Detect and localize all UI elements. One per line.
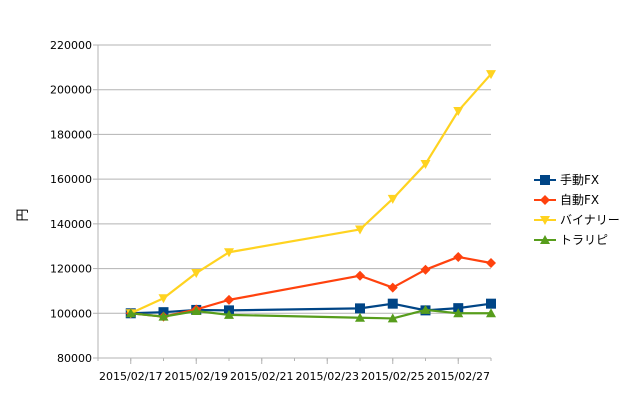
legend-marker xyxy=(540,235,550,244)
x-tick-label: 2015/02/17 xyxy=(99,370,162,383)
x-tick-label: 2015/02/19 xyxy=(165,370,228,383)
data-point xyxy=(158,294,169,304)
legend-marker xyxy=(540,175,550,185)
data-point xyxy=(420,264,431,275)
data-point xyxy=(420,159,431,169)
x-axis-tick-labels: 2015/02/17 2015/02/19 2015/02/21 2015/02/23… xyxy=(99,370,490,383)
legend-item: トラリピ xyxy=(534,233,608,247)
series-4 xyxy=(125,304,496,323)
legend-label: 自動FX xyxy=(560,193,599,207)
y-tick-label: 200000 xyxy=(50,84,92,97)
data-point xyxy=(453,106,464,116)
data-point xyxy=(387,282,398,293)
series-layer xyxy=(125,70,496,323)
data-point xyxy=(355,303,365,314)
legend-item: バイナリー xyxy=(534,213,620,227)
series-3 xyxy=(125,70,496,319)
data-point xyxy=(453,303,464,314)
data-point xyxy=(453,308,464,318)
legend-label: トラリピ xyxy=(560,233,608,247)
axes xyxy=(93,44,492,364)
data-point xyxy=(355,312,365,322)
legend-item: 手動FX xyxy=(534,173,599,187)
legend-marker xyxy=(540,195,550,205)
data-point xyxy=(486,298,496,309)
legend-marker xyxy=(540,216,550,225)
y-axis-label: 円 xyxy=(16,208,31,221)
series-line xyxy=(130,255,492,318)
y-tick-label: 160000 xyxy=(50,173,92,186)
x-tick-label: 2015/02/25 xyxy=(361,370,424,383)
data-point xyxy=(355,270,365,281)
data-point xyxy=(158,311,169,321)
data-point xyxy=(125,308,136,318)
legend-label: 手動FX xyxy=(560,173,599,187)
y-tick-label: 220000 xyxy=(50,39,92,52)
data-point xyxy=(453,251,464,262)
y-axis-tick-labels: 80000 100000 120000 140000 160000 180000 20000… xyxy=(50,39,92,365)
legend-item: 自動FX xyxy=(534,193,599,207)
x-tick-label: 2015/02/23 xyxy=(296,370,359,383)
data-point xyxy=(191,306,202,316)
y-tick-label: 100000 xyxy=(50,307,92,320)
data-point xyxy=(486,308,496,318)
data-point xyxy=(224,309,234,319)
data-point xyxy=(191,269,202,279)
legend-label: バイナリー xyxy=(560,213,620,227)
x-tick-label: 2015/02/21 xyxy=(230,370,293,383)
y-tick-label: 140000 xyxy=(50,218,92,231)
series-line xyxy=(130,73,492,315)
series-1 xyxy=(125,298,496,319)
data-point xyxy=(387,313,398,323)
data-point xyxy=(224,294,234,305)
data-point xyxy=(420,304,431,314)
data-point xyxy=(387,298,398,309)
x-tick-label: 2015/02/27 xyxy=(427,370,490,383)
y-tick-label: 180000 xyxy=(50,128,92,141)
data-point xyxy=(387,194,398,204)
data-point xyxy=(224,248,234,258)
data-point xyxy=(355,225,365,235)
y-tick-label: 80000 xyxy=(57,352,92,365)
data-point xyxy=(486,257,496,268)
y-tick-label: 120000 xyxy=(50,263,92,276)
data-point xyxy=(486,70,496,80)
